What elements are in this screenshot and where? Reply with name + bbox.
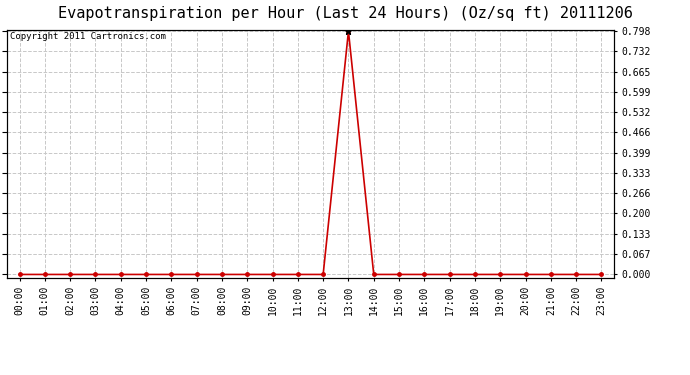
Text: Copyright 2011 Cartronics.com: Copyright 2011 Cartronics.com	[10, 33, 166, 42]
Text: Evapotranspiration per Hour (Last 24 Hours) (Oz/sq ft) 20111206: Evapotranspiration per Hour (Last 24 Hou…	[57, 6, 633, 21]
